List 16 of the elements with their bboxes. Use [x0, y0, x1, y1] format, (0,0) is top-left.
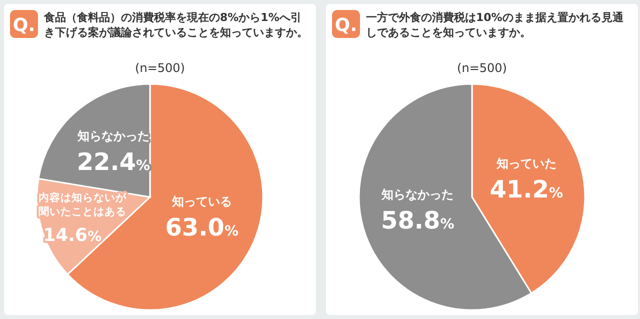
slice-label: 知っている [170, 194, 232, 208]
text: Q. [12, 15, 36, 36]
slice-label: 知っていた [495, 156, 556, 171]
slice-label: 内容は知らないが聞いたことはある [38, 191, 128, 218]
data-label: 63.0% [165, 213, 238, 242]
chart-title: 食品（食料品）の消費税率を現在の8%から1%へ引き下げる案が議論されていることを知っていますか。 [43, 11, 308, 39]
data-label: 58.8% [381, 206, 454, 234]
chart-title: 一方で外食の消費税は10%のまま据え置かれる見通しであることを知っていますか。 [366, 11, 624, 39]
data-label: 22.4% [76, 148, 150, 176]
text: Q. [334, 15, 358, 36]
data-label: 14.6% [43, 225, 102, 246]
slice-label: 知らなかった [380, 187, 454, 202]
chart-subtitle: (n=500) [457, 61, 507, 75]
chart-subtitle: (n=500) [135, 61, 185, 75]
slice-label: 知らなかった [76, 128, 150, 143]
data-label: 41.2% [490, 176, 563, 204]
